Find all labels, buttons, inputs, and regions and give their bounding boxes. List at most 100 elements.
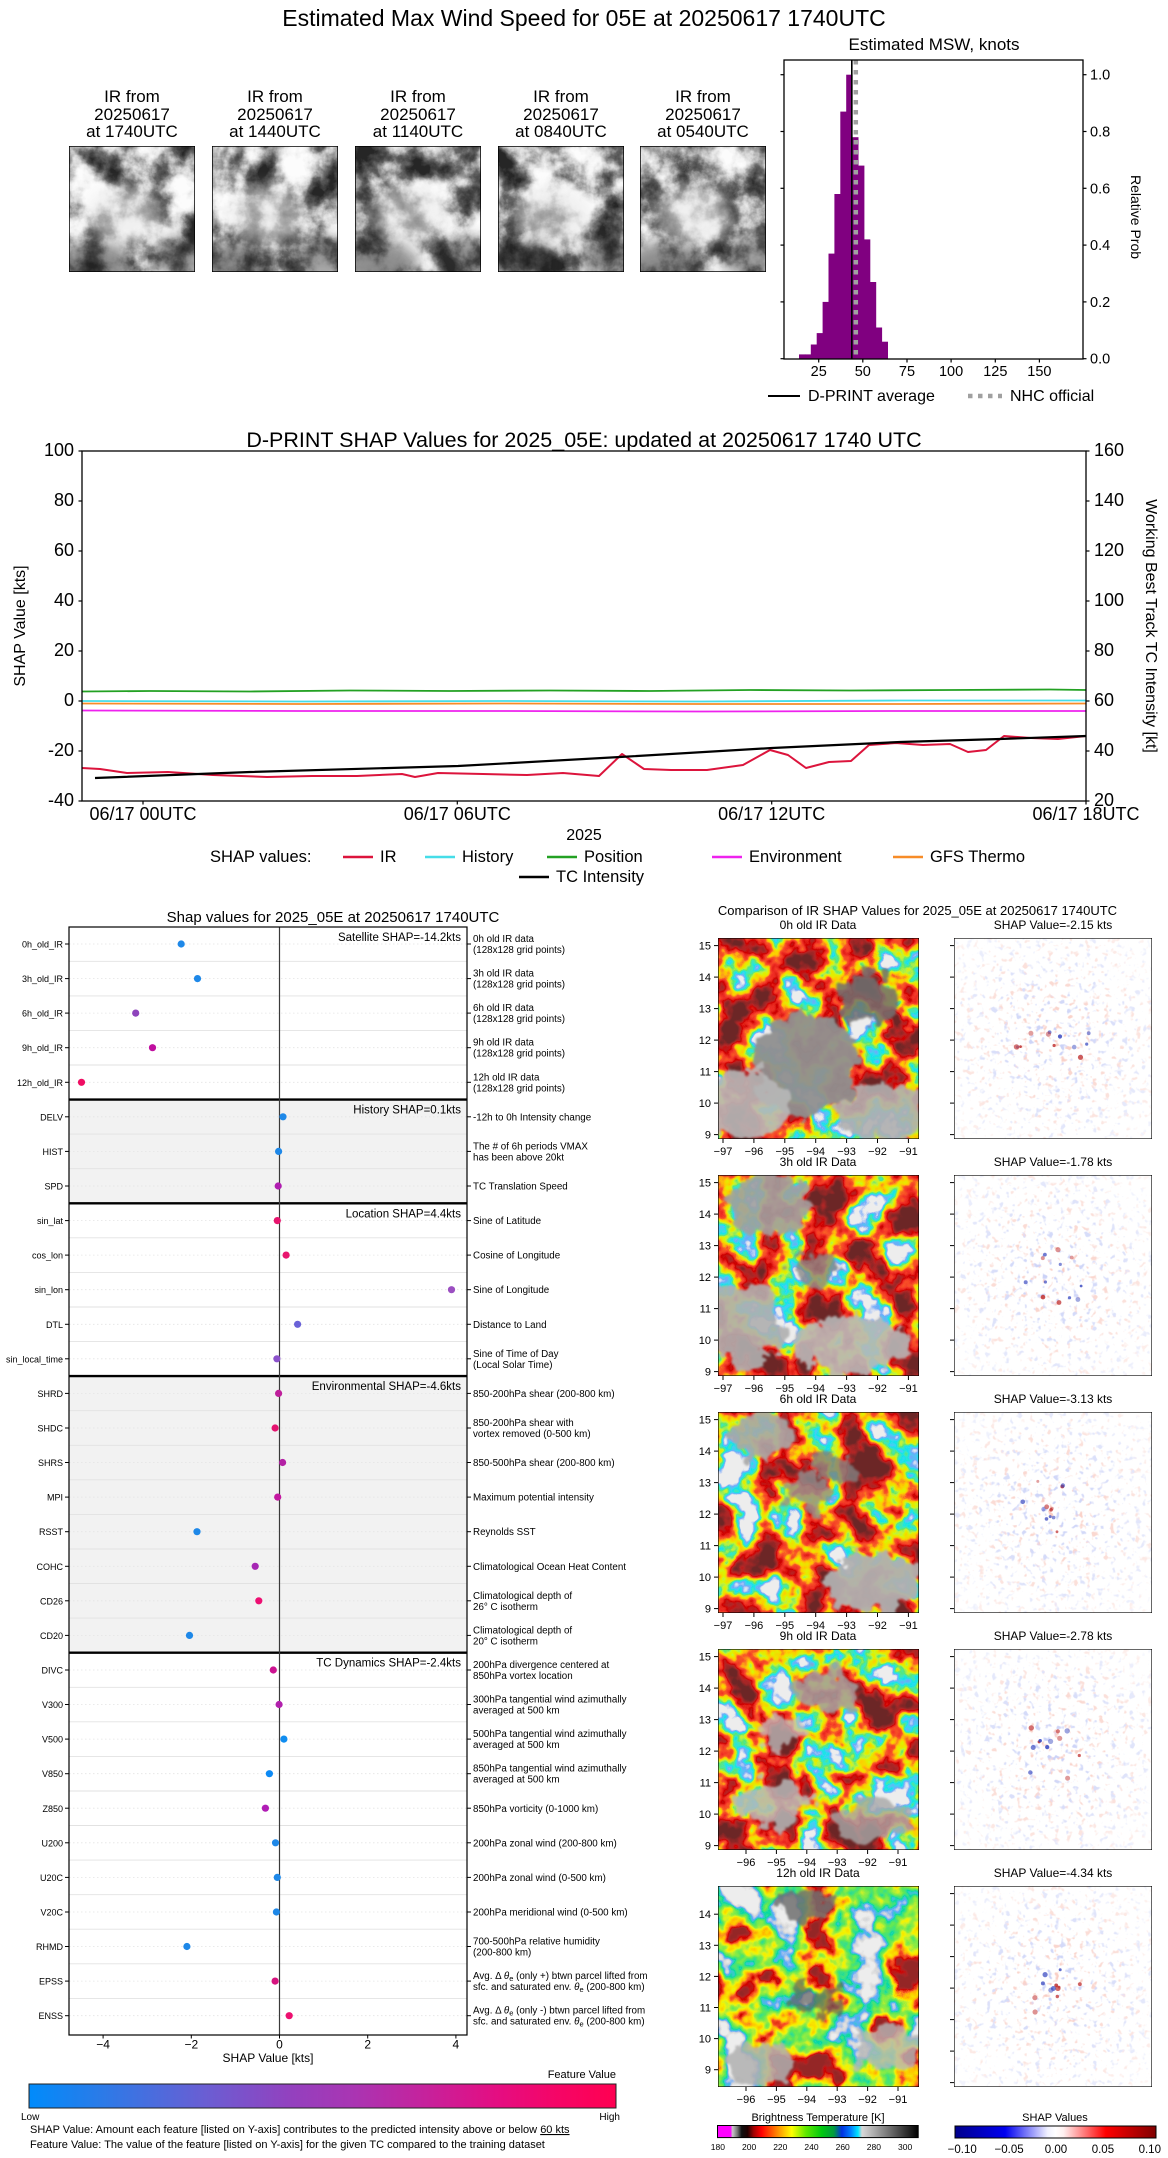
svg-text:700-500hPa relative humidity: 700-500hPa relative humidity (473, 1937, 600, 1948)
svg-text:averaged at 500 km: averaged at 500 km (473, 1706, 560, 1717)
svg-text:−96: −96 (737, 1857, 756, 1869)
svg-text:sin_lat: sin_lat (37, 1216, 64, 1226)
svg-text:−97: −97 (714, 1383, 733, 1395)
svg-text:280: 280 (867, 2142, 881, 2152)
svg-text:9: 9 (705, 1130, 711, 1142)
svg-text:850-200hPa shear (200-800 km): 850-200hPa shear (200-800 km) (473, 1389, 615, 1400)
svg-text:GFS Thermo: GFS Thermo (930, 848, 1025, 866)
svg-text:9: 9 (705, 1367, 711, 1379)
svg-text:Working Best Track TC Intensit: Working Best Track TC Intensity [kt] (1142, 499, 1159, 753)
svg-text:240: 240 (804, 2142, 818, 2152)
svg-text:SHAP Value [kts]: SHAP Value [kts] (12, 565, 29, 686)
svg-text:DELV: DELV (40, 1112, 63, 1122)
svg-text:12h_old_IR: 12h_old_IR (17, 1078, 64, 1088)
svg-text:Location SHAP=4.4kts: Location SHAP=4.4kts (346, 1208, 462, 1220)
svg-text:EPSS: EPSS (39, 1977, 63, 1987)
svg-text:220: 220 (773, 2142, 787, 2152)
svg-text:06/17 12UTC: 06/17 12UTC (718, 804, 825, 824)
svg-text:3h old IR Data: 3h old IR Data (780, 1155, 857, 1169)
svg-text:180: 180 (711, 2142, 725, 2152)
svg-text:sin_lon: sin_lon (34, 1285, 63, 1295)
svg-text:vortex removed (0-500 km): vortex removed (0-500 km) (473, 1429, 591, 1440)
svg-text:0: 0 (276, 2038, 283, 2052)
svg-text:10: 10 (699, 1572, 711, 1584)
svg-text:4: 4 (453, 2038, 460, 2052)
svg-text:History SHAP=0.1kts: History SHAP=0.1kts (353, 1105, 461, 1117)
svg-text:Environmental SHAP=-4.6kts: Environmental SHAP=-4.6kts (312, 1381, 461, 1393)
svg-text:-20: -20 (48, 740, 74, 760)
svg-text:10: 10 (699, 1809, 711, 1821)
svg-text:Climatological depth of: Climatological depth of (473, 1591, 572, 1602)
svg-text:(Local Solar Time): (Local Solar Time) (473, 1360, 553, 1371)
svg-text:80: 80 (1094, 640, 1114, 660)
svg-text:-40: -40 (48, 790, 74, 810)
svg-text:260: 260 (836, 2142, 850, 2152)
svg-text:−92: −92 (868, 1383, 887, 1395)
svg-text:100: 100 (44, 440, 74, 460)
svg-text:125: 125 (983, 364, 1007, 380)
svg-text:(128x128 grid points): (128x128 grid points) (473, 1049, 565, 1060)
svg-text:150: 150 (1027, 364, 1051, 380)
svg-text:Distance to Land: Distance to Land (473, 1320, 547, 1331)
svg-text:25: 25 (811, 364, 827, 380)
svg-text:Sine of Longitude: Sine of Longitude (473, 1285, 550, 1296)
svg-text:0.00: 0.00 (1045, 2144, 1067, 2156)
svg-text:60: 60 (1094, 690, 1114, 710)
svg-text:0h old IR data: 0h old IR data (473, 934, 535, 945)
svg-text:−91: −91 (899, 1383, 918, 1395)
svg-text:60: 60 (54, 540, 74, 560)
svg-text:−96: −96 (745, 1620, 764, 1632)
svg-text:(128x128 grid points): (128x128 grid points) (473, 980, 565, 991)
svg-text:SHAP Value=-3.13 kts: SHAP Value=-3.13 kts (994, 1392, 1113, 1406)
svg-text:20: 20 (1094, 790, 1114, 810)
svg-text:850-500hPa shear (200-800 km): 850-500hPa shear (200-800 km) (473, 1458, 615, 1469)
svg-text:averaged at 500 km: averaged at 500 km (473, 1775, 560, 1786)
svg-text:200hPa meridional wind (0-500: 200hPa meridional wind (0-500 km) (473, 1908, 628, 1919)
svg-text:6h old IR data: 6h old IR data (473, 1003, 535, 1014)
svg-text:SHAP values:: SHAP values: (210, 848, 312, 866)
svg-text:3h old IR data: 3h old IR data (473, 969, 535, 980)
svg-text:100: 100 (1094, 590, 1124, 610)
svg-text:−93: −93 (828, 2094, 847, 2106)
svg-text:ENSS: ENSS (38, 2011, 63, 2021)
svg-text:Avg. Δ θe (only +) btwn parcel: Avg. Δ θe (only +) btwn parcel lifted fr… (473, 1971, 648, 1983)
svg-text:−95: −95 (775, 1620, 794, 1632)
svg-text:−91: −91 (899, 1146, 918, 1158)
svg-text:Environment: Environment (749, 848, 842, 866)
svg-text:9: 9 (705, 2065, 711, 2077)
svg-text:sin_local_time: sin_local_time (6, 1354, 63, 1364)
svg-text:−91: −91 (889, 2094, 908, 2106)
svg-text:SPD: SPD (44, 1182, 63, 1192)
svg-text:Climatological depth of: Climatological depth of (473, 1625, 572, 1636)
svg-text:850hPa tangential wind azimuth: 850hPa tangential wind azimuthally (473, 1764, 627, 1775)
svg-text:−93: −93 (837, 1146, 856, 1158)
svg-text:−95: −95 (767, 2094, 786, 2106)
svg-text:−97: −97 (714, 1620, 733, 1632)
svg-text:0.2: 0.2 (1090, 295, 1110, 311)
svg-text:11: 11 (700, 1541, 711, 1553)
svg-text:Estimated MSW, knots: Estimated MSW, knots (849, 35, 1020, 54)
svg-text:D-PRINT SHAP Values for 2025_0: D-PRINT SHAP Values for 2025_05E: update… (246, 430, 921, 452)
svg-text:−93: −93 (837, 1383, 856, 1395)
svg-text:13: 13 (699, 1715, 711, 1727)
svg-text:15: 15 (699, 1652, 711, 1664)
svg-text:cos_lon: cos_lon (32, 1251, 63, 1261)
svg-text:sfc. and saturated env. θe (20: sfc. and saturated env. θe (200-800 km) (473, 2017, 645, 2029)
svg-text:9: 9 (705, 1604, 711, 1616)
svg-text:9h_old_IR: 9h_old_IR (22, 1043, 64, 1053)
svg-text:10: 10 (699, 1335, 711, 1347)
svg-text:26° C isotherm: 26° C isotherm (473, 1602, 538, 1613)
svg-text:Brightness Temperature [K]: Brightness Temperature [K] (751, 2112, 884, 2124)
svg-text:160: 160 (1094, 440, 1124, 460)
svg-text:3h_old_IR: 3h_old_IR (22, 974, 64, 984)
svg-text:14: 14 (699, 1209, 711, 1221)
svg-text:SHAP Value=-1.78 kts: SHAP Value=-1.78 kts (994, 1155, 1113, 1169)
svg-text:500hPa tangential wind azimuth: 500hPa tangential wind azimuthally (473, 1729, 627, 1740)
svg-text:06/17 06UTC: 06/17 06UTC (404, 804, 511, 824)
svg-text:12h old IR Data: 12h old IR Data (776, 1866, 860, 1880)
svg-text:Satellite SHAP=-14.2kts: Satellite SHAP=-14.2kts (338, 932, 461, 944)
svg-text:−0.05: −0.05 (995, 2144, 1024, 2156)
svg-text:13: 13 (699, 1940, 711, 1952)
svg-text:1.0: 1.0 (1090, 68, 1110, 84)
svg-text:2025: 2025 (566, 827, 602, 844)
